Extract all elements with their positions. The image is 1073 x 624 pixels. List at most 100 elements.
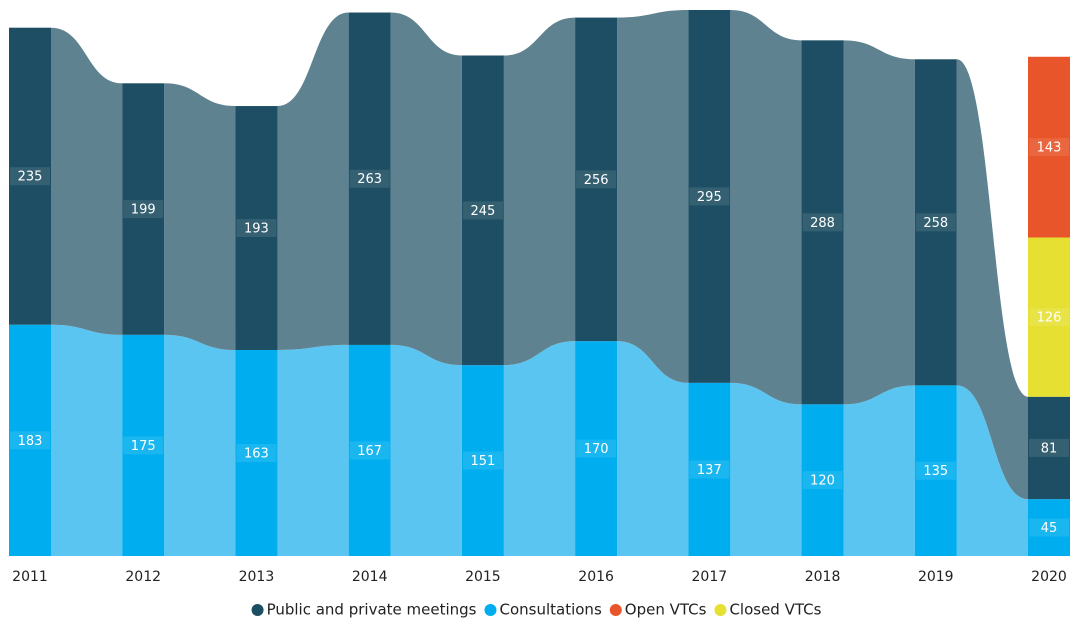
- flow: [164, 334, 236, 556]
- x-tick-label: 2017: [692, 569, 728, 585]
- bar: [1028, 499, 1070, 556]
- bar: [575, 17, 618, 342]
- flow: [277, 344, 349, 556]
- flow: [730, 382, 802, 556]
- flow: [164, 83, 236, 350]
- data-label: 256: [584, 173, 609, 188]
- label-bg: [123, 436, 164, 455]
- label-bg: [576, 170, 617, 189]
- legend-marker: [609, 604, 622, 616]
- label-bg: [1029, 518, 1069, 537]
- label-bg: [123, 200, 164, 219]
- flow: [843, 40, 915, 405]
- bar: [914, 59, 957, 386]
- legend-item: Closed VTCs: [714, 601, 822, 619]
- legend-item: Open VTCs: [609, 601, 707, 619]
- x-tick-label: 2018: [805, 569, 841, 585]
- label-bg: [915, 461, 956, 480]
- flow: [503, 17, 576, 366]
- data-label: 167: [357, 444, 382, 459]
- label-bg: [1029, 438, 1069, 457]
- flow: [956, 385, 1028, 556]
- legend-label: Open VTCs: [625, 601, 707, 619]
- data-label: 126: [1037, 311, 1062, 326]
- bar: [801, 404, 844, 556]
- bar: [1028, 56, 1070, 238]
- flow: [390, 344, 462, 556]
- flows: [51, 10, 1028, 556]
- x-tick-label: 2012: [125, 569, 161, 585]
- x-tick-label: 2020: [1031, 569, 1067, 585]
- bar: [122, 334, 165, 556]
- data-label: 163: [244, 446, 269, 461]
- data-label: 193: [244, 222, 269, 237]
- bar: [801, 40, 844, 405]
- label-bg: [10, 167, 50, 186]
- flow: [617, 10, 689, 383]
- flow: [390, 12, 462, 366]
- bar: [9, 27, 51, 325]
- bar: [461, 55, 504, 366]
- x-tick-label: 2014: [352, 569, 388, 585]
- bar: [235, 106, 278, 350]
- data-label: 175: [131, 439, 156, 454]
- bar: [235, 349, 278, 556]
- x-tick-label: 2011: [12, 569, 48, 585]
- flow: [843, 385, 915, 556]
- label-bg: [349, 169, 390, 188]
- legend-label: Closed VTCs: [729, 601, 821, 619]
- data-label: 170: [584, 442, 609, 457]
- x-tick-label: 2019: [918, 569, 954, 585]
- label-bg: [802, 471, 843, 490]
- bar: [461, 365, 504, 556]
- bar: [122, 83, 165, 335]
- flow: [503, 341, 576, 556]
- data-label: 183: [18, 434, 43, 449]
- bar: [688, 382, 731, 556]
- flow: [51, 324, 123, 556]
- x-tick-label: 2016: [578, 569, 614, 585]
- data-label: 135: [923, 464, 948, 479]
- bar: [9, 324, 51, 556]
- data-label: 295: [697, 190, 722, 205]
- legend: Public and private meetings Consultations…: [251, 601, 822, 619]
- bars: 183 235 2011 175 199 2012 163 193 2013 167 263 2014…: [9, 10, 1070, 585]
- legend-label: Consultations: [499, 601, 601, 619]
- flow: [617, 341, 689, 556]
- data-label: 258: [923, 216, 948, 231]
- data-label: 81: [1041, 441, 1058, 456]
- legend-label: Public and private meetings: [267, 601, 477, 619]
- flow: [730, 10, 802, 405]
- legend-marker: [484, 604, 497, 616]
- label-bg: [462, 201, 503, 220]
- flow: [51, 27, 123, 335]
- data-label: 245: [470, 204, 495, 219]
- label-bg: [576, 439, 617, 458]
- data-label: 151: [470, 454, 495, 469]
- bar: [688, 10, 731, 383]
- data-label: 263: [357, 172, 382, 187]
- flow: [956, 59, 1028, 500]
- label-bg: [236, 443, 277, 462]
- legend-marker: [251, 604, 264, 616]
- data-label: 120: [810, 474, 835, 489]
- bar: [348, 12, 391, 345]
- data-label: 199: [131, 203, 156, 218]
- label-bg: [462, 451, 503, 470]
- label-bg: [236, 219, 277, 238]
- bar: [575, 341, 618, 556]
- data-label: 235: [18, 170, 43, 185]
- label-bg: [1029, 308, 1069, 327]
- bar: [348, 344, 391, 556]
- label-bg: [1029, 138, 1069, 157]
- bar: [1028, 237, 1070, 397]
- bar: [1028, 396, 1070, 500]
- label-bg: [802, 213, 843, 232]
- data-label: 143: [1037, 141, 1062, 156]
- legend-item: Consultations: [484, 601, 602, 619]
- label-bg: [689, 460, 730, 479]
- label-bg: [689, 187, 730, 206]
- label-bg: [915, 213, 956, 232]
- label-bg: [349, 441, 390, 460]
